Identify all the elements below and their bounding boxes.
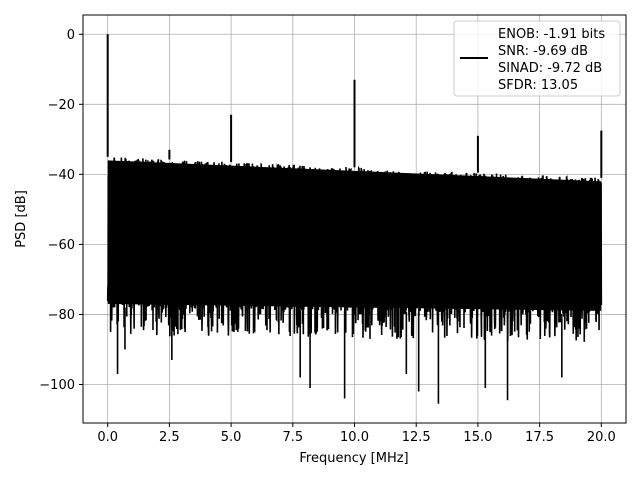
x-axis-label: Frequency [MHz] <box>299 451 408 466</box>
psd-trace <box>106 34 603 404</box>
y-tick-label: −80 <box>48 308 75 323</box>
x-tick-label: 2.5 <box>159 430 180 445</box>
legend-entry-sfdr: SFDR: 13.05 <box>498 78 578 93</box>
x-tick-label: 20.0 <box>587 430 616 445</box>
x-tick-label: 12.5 <box>402 430 431 445</box>
legend-box <box>453 20 621 97</box>
noise-floor-band <box>107 160 602 311</box>
x-tick-label: 0.0 <box>97 430 118 445</box>
legend-entry-snr: SNR: -9.69 dB <box>498 44 588 59</box>
x-tick-label: 17.5 <box>525 430 554 445</box>
y-tick-label: −20 <box>48 98 75 113</box>
legend-entry-enob: ENOB: -1.91 bits <box>498 27 605 42</box>
x-tick-label: 7.5 <box>282 430 303 445</box>
x-tick-label: 10.0 <box>340 430 369 445</box>
x-tick-label: 5.0 <box>221 430 242 445</box>
y-axis: 0 −20 −40 −60 −80 −100 <box>39 28 83 393</box>
y-axis-label: PSD [dB] <box>14 190 29 248</box>
y-tick-label: 0 <box>67 28 75 43</box>
y-tick-label: −40 <box>48 168 75 183</box>
x-tick-label: 15.0 <box>463 430 492 445</box>
legend: ENOB: -1.91 bits SNR: -9.69 dB SINAD: -9… <box>453 20 621 97</box>
x-axis: 0.0 2.5 5.0 7.5 10.0 12.5 15.0 17.5 20.0 <box>97 423 616 445</box>
y-tick-label: −60 <box>48 238 75 253</box>
y-tick-label: −100 <box>39 378 75 393</box>
legend-entry-sinad: SINAD: -9.72 dB <box>498 61 602 76</box>
